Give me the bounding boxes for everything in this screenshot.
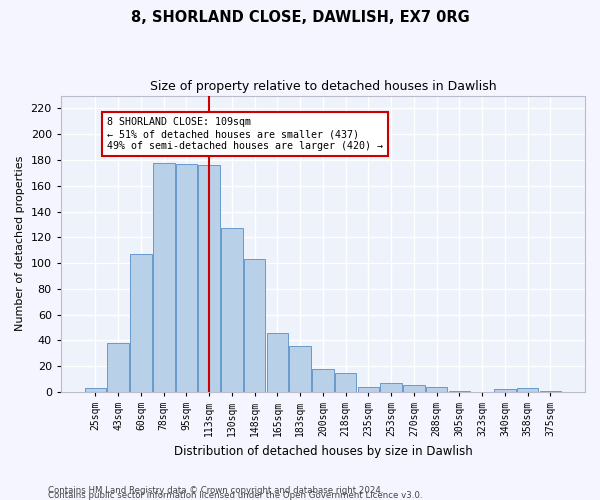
Text: 8 SHORLAND CLOSE: 109sqm
← 51% of detached houses are smaller (437)
49% of semi-: 8 SHORLAND CLOSE: 109sqm ← 51% of detach… [107,118,383,150]
Bar [176,164,197,392]
X-axis label: Distribution of detached houses by size in Dawlish: Distribution of detached houses by size … [173,444,472,458]
Bar [539,390,561,392]
Text: Contains HM Land Registry data © Crown copyright and database right 2024.: Contains HM Land Registry data © Crown c… [48,486,383,495]
Bar [221,228,243,392]
Y-axis label: Number of detached properties: Number of detached properties [15,156,25,332]
Bar [335,372,356,392]
Bar [153,162,175,392]
Bar [289,346,311,392]
Bar [426,386,448,392]
Bar [449,390,470,392]
Title: Size of property relative to detached houses in Dawlish: Size of property relative to detached ho… [149,80,496,93]
Bar [517,388,538,392]
Text: Contains public sector information licensed under the Open Government Licence v3: Contains public sector information licen… [48,491,422,500]
Bar [107,343,129,392]
Bar [380,383,402,392]
Bar [312,368,334,392]
Bar [266,332,288,392]
Bar [494,390,515,392]
Bar [85,388,106,392]
Bar [358,386,379,392]
Bar [130,254,152,392]
Bar [199,165,220,392]
Text: 8, SHORLAND CLOSE, DAWLISH, EX7 0RG: 8, SHORLAND CLOSE, DAWLISH, EX7 0RG [131,10,469,25]
Bar [403,386,425,392]
Bar [244,259,265,392]
